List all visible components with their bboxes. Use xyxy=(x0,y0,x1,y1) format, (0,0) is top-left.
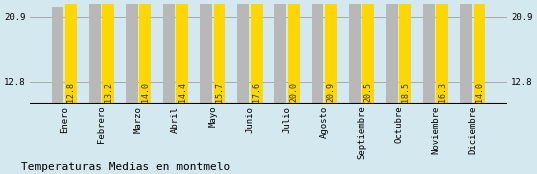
Bar xyxy=(362,0,374,104)
Text: 13.2: 13.2 xyxy=(104,82,113,102)
Bar xyxy=(423,0,435,104)
Bar xyxy=(126,0,137,104)
Text: Temperaturas Medias en montmelo: Temperaturas Medias en montmelo xyxy=(21,162,231,172)
Text: 20.0: 20.0 xyxy=(289,82,298,102)
Bar xyxy=(52,7,63,104)
Text: 20.5: 20.5 xyxy=(364,82,373,102)
Text: 14.0: 14.0 xyxy=(141,82,150,102)
Bar xyxy=(237,0,249,104)
Text: 12.8: 12.8 xyxy=(67,82,75,102)
Bar xyxy=(288,0,300,104)
Bar xyxy=(139,0,151,104)
Text: 17.6: 17.6 xyxy=(252,82,261,102)
Bar xyxy=(102,0,114,104)
Text: 18.5: 18.5 xyxy=(401,82,410,102)
Bar xyxy=(65,2,77,104)
Bar xyxy=(251,0,263,104)
Bar xyxy=(474,0,485,104)
Bar xyxy=(311,0,323,104)
Text: 20.9: 20.9 xyxy=(326,82,336,102)
Bar xyxy=(460,0,472,104)
Bar xyxy=(400,0,411,104)
Bar xyxy=(163,0,175,104)
Text: 16.3: 16.3 xyxy=(438,82,447,102)
Bar xyxy=(349,0,361,104)
Bar xyxy=(176,0,188,104)
Bar xyxy=(214,0,226,104)
Text: 15.7: 15.7 xyxy=(215,82,224,102)
Bar xyxy=(386,0,398,104)
Bar xyxy=(200,0,212,104)
Text: 14.0: 14.0 xyxy=(475,82,484,102)
Bar xyxy=(274,0,286,104)
Bar xyxy=(89,4,100,104)
Text: 14.4: 14.4 xyxy=(178,82,187,102)
Bar xyxy=(325,0,337,104)
Bar xyxy=(437,0,448,104)
